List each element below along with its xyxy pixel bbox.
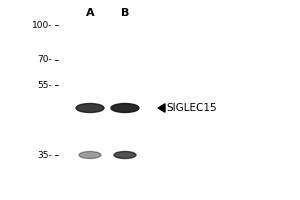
Ellipse shape xyxy=(111,104,139,112)
Polygon shape xyxy=(158,104,165,112)
Ellipse shape xyxy=(76,104,104,112)
Text: B: B xyxy=(121,8,129,18)
Text: A: A xyxy=(86,8,94,18)
Ellipse shape xyxy=(79,152,101,158)
Text: 100-: 100- xyxy=(32,21,52,29)
Ellipse shape xyxy=(114,152,136,158)
Text: 55-: 55- xyxy=(37,81,52,90)
Text: 70-: 70- xyxy=(37,55,52,64)
Text: 35-: 35- xyxy=(37,151,52,160)
Text: SIGLEC15: SIGLEC15 xyxy=(166,103,217,113)
